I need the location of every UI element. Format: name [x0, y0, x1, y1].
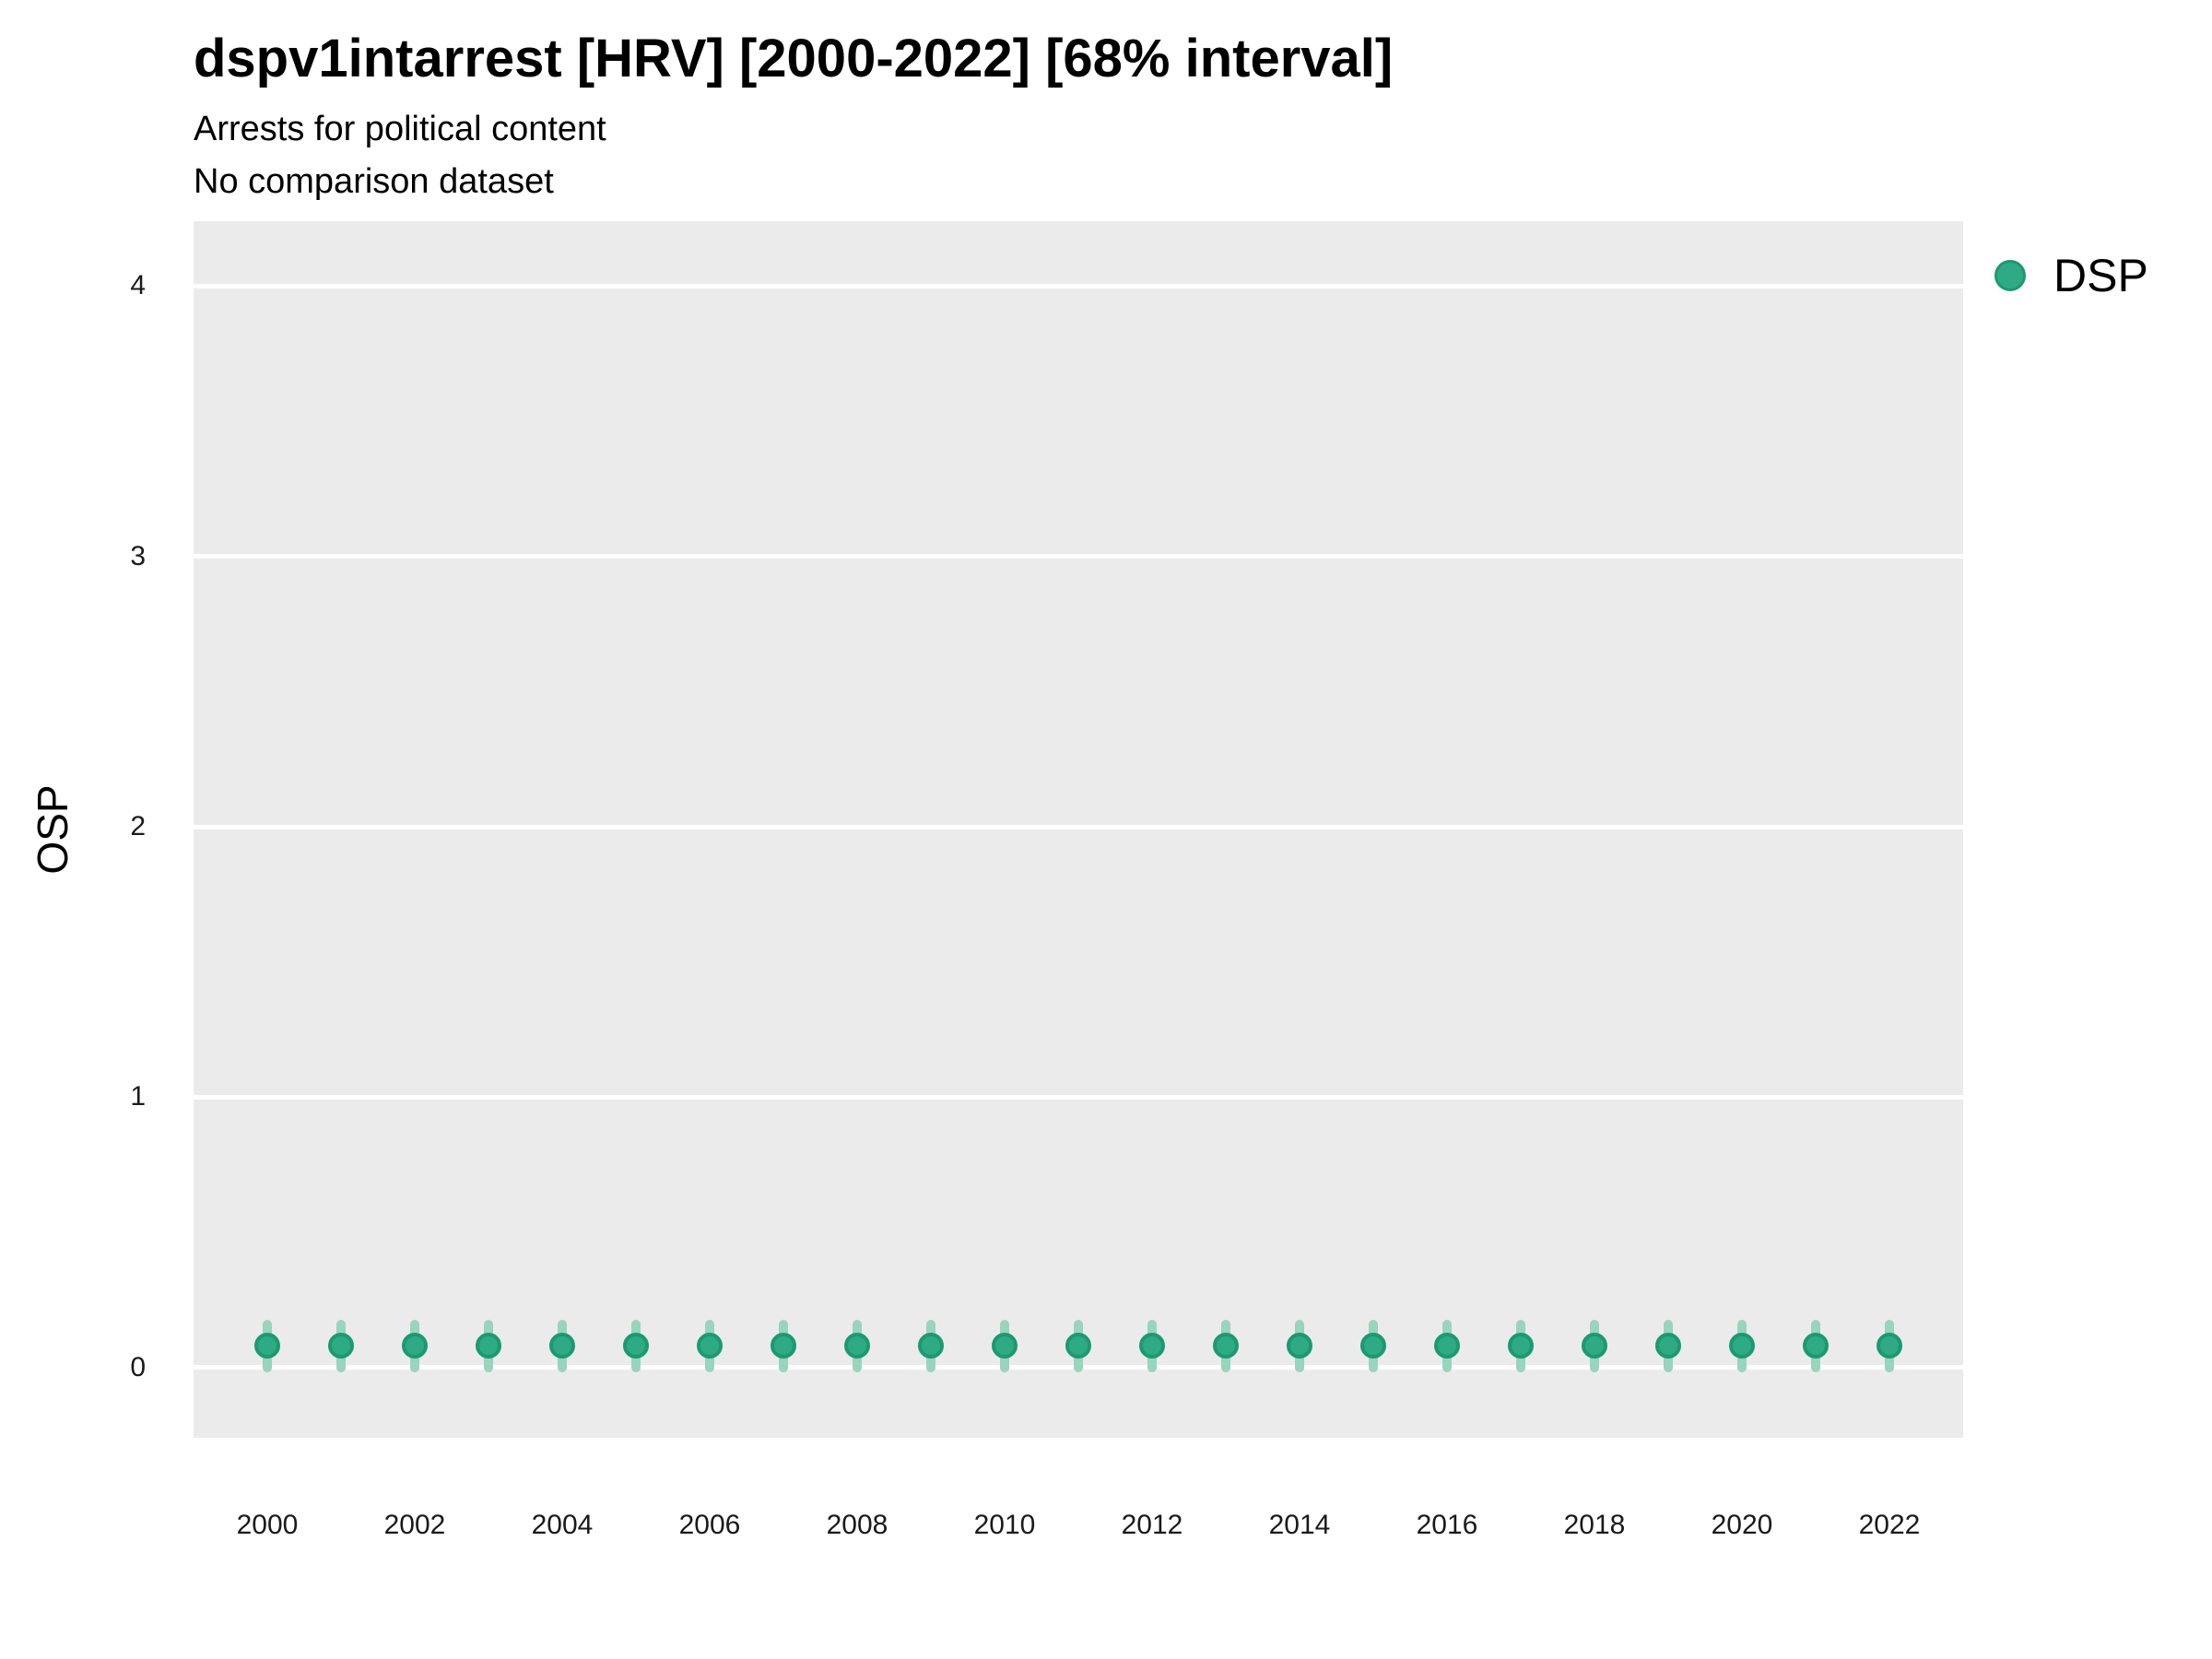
x-tick-label-2010: 2010: [973, 1510, 1036, 1540]
y-tick-label-3: 3: [130, 540, 146, 571]
chart-title: dspv1intarrest [HRV] [2000-2022] [68% in…: [194, 29, 1394, 88]
x-tick-label-2012: 2012: [1121, 1510, 1183, 1540]
gridline-y-1: [194, 1094, 1963, 1100]
x-tick-label-2004: 2004: [531, 1510, 594, 1540]
x-tick-label-2008: 2008: [826, 1510, 888, 1540]
chart-subtitle-block: Arrests for political content No compari…: [194, 103, 606, 208]
y-tick-label-2: 2: [130, 811, 146, 842]
data-point-2003: [476, 1333, 501, 1359]
data-point-2018: [1582, 1333, 1607, 1359]
data-point-2001: [328, 1333, 354, 1359]
x-tick-label-2014: 2014: [1268, 1510, 1331, 1540]
x-tick-label-2018: 2018: [1563, 1510, 1626, 1540]
legend-label: DSP: [2053, 250, 2148, 301]
data-point-2022: [1877, 1333, 1902, 1359]
x-tick-label-2000: 2000: [236, 1510, 299, 1540]
data-point-2002: [402, 1333, 428, 1359]
x-tick-label-2002: 2002: [383, 1510, 446, 1540]
data-point-2020: [1729, 1333, 1755, 1359]
data-point-2019: [1655, 1333, 1681, 1359]
data-point-2000: [254, 1333, 280, 1359]
data-point-2021: [1803, 1333, 1829, 1359]
data-point-2007: [771, 1333, 796, 1359]
x-tick-label-2020: 2020: [1711, 1510, 1773, 1540]
gridline-y-4: [194, 283, 1963, 288]
data-point-2004: [549, 1333, 575, 1359]
data-point-2010: [992, 1333, 1018, 1359]
legend-dot-icon: [1994, 260, 2026, 291]
data-point-2016: [1434, 1333, 1460, 1359]
data-point-2017: [1508, 1333, 1534, 1359]
gridline-y-3: [194, 554, 1963, 559]
data-point-2014: [1287, 1333, 1312, 1359]
data-point-2008: [844, 1333, 870, 1359]
data-point-2006: [697, 1333, 723, 1359]
data-point-2011: [1065, 1333, 1091, 1359]
data-point-2013: [1213, 1333, 1239, 1359]
y-tick-label-4: 4: [130, 270, 146, 301]
chart-subtitle: Arrests for political content: [194, 110, 606, 148]
data-point-2015: [1360, 1333, 1386, 1359]
plot-panel: [194, 221, 1963, 1438]
chart-comparison-note: No comparison dataset: [194, 162, 554, 201]
data-point-2012: [1139, 1333, 1165, 1359]
y-tick-label-1: 1: [130, 1081, 146, 1112]
x-tick-label-2022: 2022: [1858, 1510, 1921, 1540]
gridline-y-2: [194, 824, 1963, 830]
y-tick-label-0: 0: [130, 1351, 146, 1382]
x-tick-label-2006: 2006: [678, 1510, 741, 1540]
x-tick-label-2016: 2016: [1416, 1510, 1478, 1540]
data-point-2009: [918, 1333, 944, 1359]
data-point-2005: [623, 1333, 649, 1359]
